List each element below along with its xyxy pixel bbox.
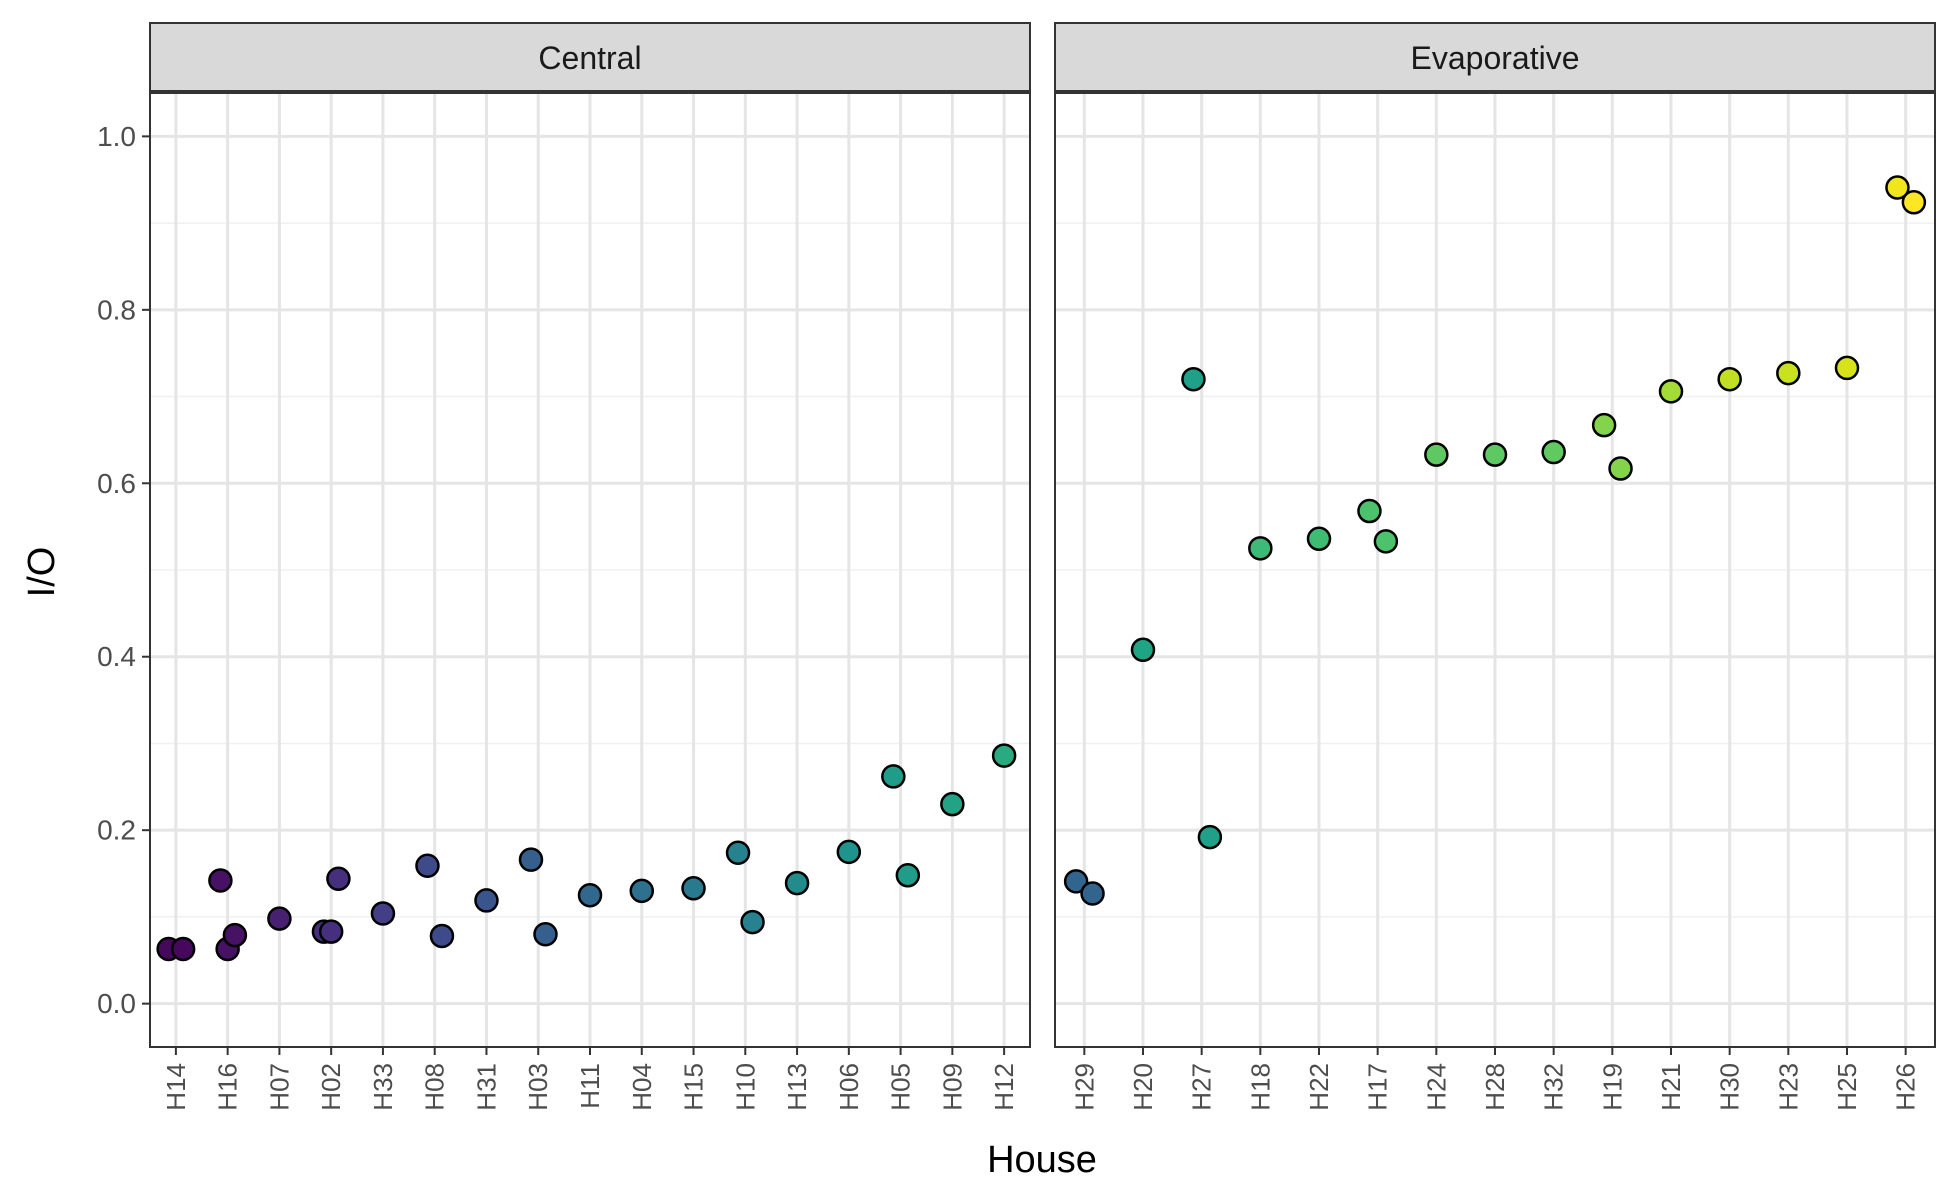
data-point (1248, 536, 1273, 561)
x-tick-label: H09 (937, 1063, 967, 1111)
x-tick-label: H27 (1187, 1063, 1217, 1111)
x-tick-label: H03 (523, 1063, 553, 1111)
data-point (1357, 498, 1382, 524)
data-point (784, 870, 810, 896)
data-point (1197, 824, 1223, 850)
data-point (1885, 175, 1910, 200)
gridlines-central (150, 93, 1030, 1047)
data-point (1080, 881, 1105, 906)
data-point (577, 882, 603, 908)
data-point (1063, 869, 1089, 894)
data-point (326, 866, 351, 891)
x-tick-label: H24 (1421, 1063, 1451, 1111)
x-tick-label: H07 (264, 1063, 294, 1111)
y-tick-label: 0.0 (97, 988, 136, 1019)
x-tick-label: H08 (420, 1063, 450, 1111)
data-point (1717, 366, 1742, 392)
x-tick-label: H15 (679, 1063, 709, 1111)
y-tick-label: 0.2 (97, 815, 136, 846)
x-tick-label: H25 (1832, 1063, 1862, 1111)
data-point (474, 888, 499, 913)
data-point (940, 791, 965, 817)
data-point (991, 743, 1017, 768)
y-axis: 0.0 0.2 0.4 0.6 0.8 1.0 (97, 121, 150, 1019)
x-tick-label: H12 (989, 1063, 1019, 1111)
points-evaporative (1063, 175, 1927, 906)
x-tick-label: H30 (1715, 1063, 1745, 1111)
data-point (1373, 529, 1399, 554)
data-point (1591, 412, 1617, 438)
y-axis-title: I/O (21, 547, 63, 598)
data-point (1306, 526, 1332, 552)
data-point (533, 922, 558, 947)
x-tick-label: H31 (471, 1063, 501, 1111)
x-ticks-central: H14 H16 H07 H02 H33 H08 H31 H03 H11 H04 H15 H10 H13 H… (161, 1047, 1019, 1111)
data-point (895, 863, 921, 888)
x-tick-label: H02 (316, 1063, 346, 1111)
data-point (629, 878, 655, 904)
x-tick-label: H04 (627, 1063, 657, 1111)
data-point (740, 909, 765, 935)
x-tick-label: H18 (1245, 1063, 1275, 1111)
x-tick-label: H19 (1597, 1063, 1627, 1111)
data-point (681, 876, 706, 901)
x-tick-label: H17 (1363, 1063, 1393, 1111)
strip-central (149, 22, 1031, 92)
x-tick-label: H23 (1773, 1063, 1803, 1111)
data-point (1130, 637, 1156, 663)
data-point (222, 922, 248, 948)
data-point (208, 868, 233, 893)
x-tick-label: H29 (1069, 1063, 1099, 1111)
data-point (836, 839, 862, 865)
x-tick-label: H26 (1891, 1063, 1921, 1111)
data-point (725, 840, 751, 865)
strip-label-central: Central (538, 40, 641, 76)
data-point (1834, 355, 1860, 381)
data-point (518, 847, 544, 872)
x-ticks-evaporative: H29 H20 H27 H18 H22 H17 H24 H28 H32 H19 H21 H30 H23 H… (1069, 1047, 1921, 1111)
y-tick-label: 1.0 (97, 121, 136, 152)
x-tick-label: H16 (213, 1063, 243, 1111)
strip-evaporative (1054, 22, 1936, 92)
panel-central: Central H14 H16 H07 H02 H33 H08 H31 H03 H11 H04 H1… (149, 22, 1031, 1111)
data-point (267, 906, 292, 931)
x-tick-label: H11 (575, 1063, 605, 1109)
x-tick-label: H14 (161, 1063, 191, 1111)
data-point (881, 764, 906, 789)
y-tick-label: 0.4 (97, 641, 136, 672)
data-point (318, 919, 344, 944)
x-tick-label: H06 (834, 1063, 864, 1111)
x-tick-label: H20 (1128, 1063, 1158, 1111)
data-point (415, 853, 440, 878)
data-point (1776, 360, 1801, 386)
data-point (1901, 190, 1927, 215)
strip-label-evaporative: Evaporative (1411, 40, 1580, 76)
x-tick-label: H33 (368, 1063, 398, 1111)
gridlines-evaporative (1055, 93, 1935, 1047)
x-tick-label: H21 (1656, 1063, 1686, 1111)
y-tick-label: 0.6 (97, 468, 136, 499)
x-tick-label: H10 (730, 1063, 760, 1111)
data-point (370, 901, 396, 926)
panel-evaporative: Evaporative H29 H20 H27 H18 H22 H17 H24 H28 H32 H… (1054, 22, 1936, 1111)
y-tick-label: 0.8 (97, 294, 136, 325)
x-tick-label: H22 (1304, 1063, 1334, 1111)
data-point (1424, 442, 1449, 467)
x-tick-label: H28 (1480, 1063, 1510, 1111)
data-point (429, 923, 455, 949)
x-tick-label: H13 (782, 1063, 812, 1111)
data-point (1608, 456, 1633, 481)
points-central (156, 743, 1017, 962)
data-point (1541, 439, 1566, 465)
data-point (1658, 379, 1684, 404)
x-tick-label: H32 (1539, 1063, 1569, 1111)
data-point (1181, 366, 1206, 392)
x-tick-label: H05 (886, 1063, 916, 1111)
data-point (170, 936, 196, 962)
x-axis-title: House (987, 1139, 1097, 1181)
data-point (1482, 442, 1508, 467)
